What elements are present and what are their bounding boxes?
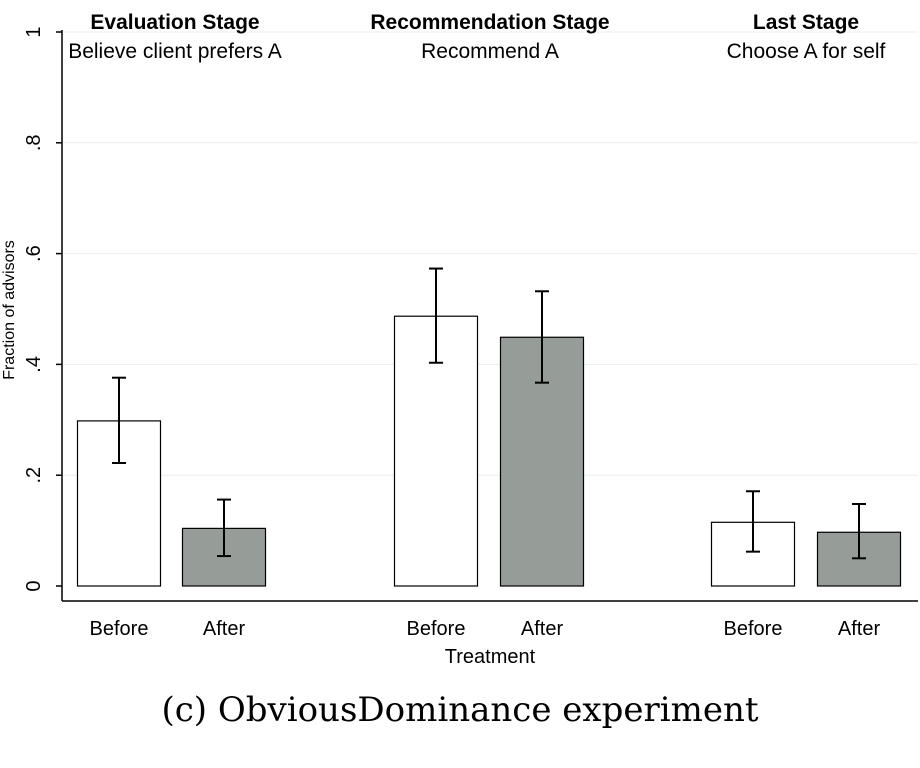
- x-tick-label: Before: [724, 618, 783, 640]
- x-tick-label: After: [203, 618, 246, 640]
- panel-title: Evaluation Stage: [90, 11, 259, 34]
- y-tick-label: .2: [23, 467, 45, 484]
- panel-title: Last Stage: [753, 11, 859, 34]
- panel-subtitle: Choose A for self: [727, 40, 886, 63]
- y-tick-label: .8: [23, 134, 45, 151]
- x-tick-label: After: [521, 618, 564, 640]
- x-tick-label: Before: [407, 618, 466, 640]
- y-tick-label: 1: [23, 26, 45, 37]
- y-tick-label: .4: [23, 356, 45, 373]
- y-tick-label: 0: [23, 580, 45, 591]
- bar-chart: 0 .2 .4 .6 .8 1 Fraction of advisors Evaluation…: [1, 11, 918, 668]
- panel-subtitle: Recommend A: [421, 40, 559, 63]
- x-axis-label: Treatment: [445, 646, 536, 668]
- x-tick-label: After: [838, 618, 881, 640]
- y-axis-label: Fraction of advisors: [1, 240, 18, 380]
- x-tick-label: Before: [90, 618, 149, 640]
- figure-caption: (c) ObviousDominance experiment: [161, 690, 759, 730]
- panel-subtitle: Believe client prefers A: [68, 40, 282, 63]
- panel-title: Recommendation Stage: [370, 11, 609, 34]
- y-tick-label: .6: [23, 245, 45, 262]
